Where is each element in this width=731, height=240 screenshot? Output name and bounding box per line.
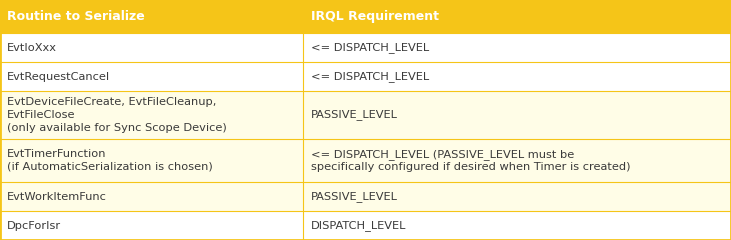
Bar [303,91,731,139]
Bar [0,182,303,211]
Text: EvtRequestCancel: EvtRequestCancel [7,72,110,82]
Bar [303,33,731,62]
Text: DpcForIsr: DpcForIsr [7,221,61,231]
Bar [0,0,303,33]
Bar [303,211,731,240]
Bar [0,139,303,182]
Bar [0,33,303,62]
Text: <= DISPATCH_LEVEL (PASSIVE_LEVEL must be
specifically configured if desired when: <= DISPATCH_LEVEL (PASSIVE_LEVEL must be… [311,149,630,172]
Text: IRQL Requirement: IRQL Requirement [311,10,439,23]
Bar [0,91,303,139]
Text: EvtWorkItemFunc: EvtWorkItemFunc [7,192,107,202]
Bar [303,182,731,211]
Text: Routine to Serialize: Routine to Serialize [7,10,145,23]
Bar [303,0,731,33]
Bar [0,211,303,240]
Text: PASSIVE_LEVEL: PASSIVE_LEVEL [311,191,398,202]
Text: <= DISPATCH_LEVEL: <= DISPATCH_LEVEL [311,42,429,53]
Text: PASSIVE_LEVEL: PASSIVE_LEVEL [311,109,398,120]
Text: EvtTimerFunction
(if AutomaticSerialization is chosen): EvtTimerFunction (if AutomaticSerializat… [7,149,213,172]
Bar [0,62,303,91]
Bar [303,139,731,182]
Text: EvtIoXxx: EvtIoXxx [7,43,57,53]
Bar [303,62,731,91]
Text: EvtDeviceFileCreate, EvtFileCleanup,
EvtFileClose
(only available for Sync Scope: EvtDeviceFileCreate, EvtFileCleanup, Evt… [7,97,227,133]
Text: DISPATCH_LEVEL: DISPATCH_LEVEL [311,220,406,231]
Text: <= DISPATCH_LEVEL: <= DISPATCH_LEVEL [311,71,429,82]
